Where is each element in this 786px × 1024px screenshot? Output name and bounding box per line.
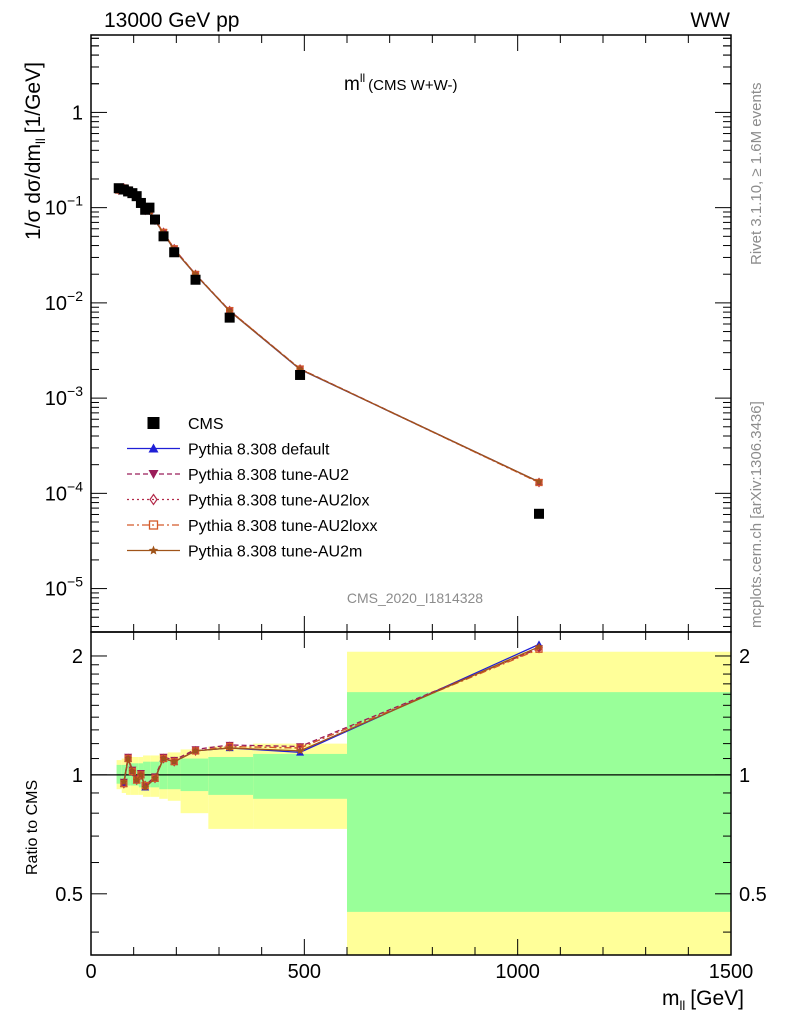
legend-entry: Pythia 8.308 tune-AU2lox [127,493,369,510]
rivet-version-label: Rivet 3.1.10, ≥ 1.6M events [748,83,765,266]
x-axis-title: mll [GeV] [662,987,744,1013]
series-line-3 [118,187,540,484]
ratio-5-point [225,744,234,752]
ratio-5-point [159,754,168,762]
y-tick-label: 10−2 [45,288,83,315]
ratio-5-point [141,783,149,791]
stat-uncertainty-band [253,753,347,799]
ratio-5-point [296,746,304,755]
svg-text:mll[GeV]: mll [GeV] [662,987,744,1013]
mcplots-label: mcplots.cern.ch [arXiv:1306.3436] [748,401,765,628]
y-tick-label: 10−5 [45,574,83,601]
legend-label: Pythia 8.308 tune-AU2m [188,544,362,561]
legend-marker [148,443,159,453]
y-tick-label: 10−3 [45,383,83,410]
ratio-5-point [124,754,132,762]
ratio-panel [91,640,731,791]
ratio-5-point [132,776,141,784]
series-line-2 [118,186,540,483]
legend-label: Pythia 8.308 default [188,442,330,459]
ratio-3-point [226,741,234,752]
y-tick-label: 10−1 [45,193,83,220]
svg-text:mll(CMS W+W-): mll (CMS W+W-) [344,71,457,95]
cms-data-point [135,197,146,208]
cms-data-point [534,508,544,519]
ratio-uncertainty-bands [116,651,731,955]
cms-data-point [113,183,124,194]
legend-label: Pythia 8.308 tune-AU2lox [188,493,369,510]
legend-entry: CMS [147,416,224,433]
legend-entry: Pythia 8.308 tune-AU2 [127,467,349,484]
legend-marker [147,417,160,429]
ratio-tick-label-right: 1 [739,765,750,787]
process-label: WW [690,9,730,32]
y-tick-label: 1 [72,102,83,124]
y-axis-title-main: 1/σ dσ/dmll[1/GeV] [22,62,48,240]
ratio-tick-label-left: 0.5 [55,884,83,906]
legend-marker [148,520,159,530]
axes-ticks: 1 10−1 10−2 10−3 10−4 10−5 2 2 1 1 0.5 0.5 0 500 1000 1… [45,35,767,983]
ratio-5-point [128,767,137,775]
ratio-5-point [137,770,145,779]
legend-marker [149,493,158,506]
ratio-tick-label-left: 1 [72,765,83,787]
legend-label: Pythia 8.308 tune-AU2 [188,467,349,484]
stat-uncertainty-band [347,692,731,912]
ratio-5-point [535,642,543,650]
ratio-5-point [191,746,200,755]
ratio-3-point [141,780,149,791]
ratio-tick-label-left: 2 [72,646,83,668]
ratio-tick-label-right: 2 [739,646,750,668]
cms-data-point [169,247,180,258]
cms-data-point [190,274,201,285]
cms-data-point [224,312,235,323]
ratio-5-point [170,757,178,765]
cms-data-point [131,191,142,202]
cms-data-point [158,231,169,242]
series-line-4 [118,187,540,484]
series-5-point [225,307,234,315]
ratio-panel-frame [90,631,732,956]
series-line-1 [118,187,540,483]
ratio-5-point [120,777,128,786]
legend-label: Pythia 8.308 tune-AU2loxx [188,518,377,535]
main-panel-frame [90,34,732,633]
legend-marker [148,470,159,479]
analysis-id-label: CMS_2020_I1814328 [347,590,483,606]
x-tick-label: 0 [85,961,96,983]
series-line-5 [118,187,540,483]
ratio-tick-label-right: 0.5 [739,884,767,906]
legend: CMS Pythia 8.308 default Pythia 8.308 tune… [127,416,377,561]
main-panel [113,182,544,519]
cms-data-point [144,202,155,213]
legend-label: CMS [188,416,224,433]
legend-entry: Pythia 8.308 default [127,442,330,459]
y-axis-title-ratio: Ratio to CMS [24,780,41,875]
energy-label: 13000 GeV pp [104,9,239,32]
cms-data-point [150,214,160,225]
y-tick-label: 10−4 [45,478,83,505]
x-tick-label: 500 [288,961,321,983]
observable-title: mll (CMS W+W-) [344,71,457,95]
legend-entry: Pythia 8.308 tune-AU2loxx [127,518,377,535]
x-tick-label: 1000 [495,961,540,983]
ratio-5-point [151,774,159,782]
stat-uncertainty-band [208,756,254,795]
svg-text:1/σ dσ/dmll[1/GeV]: 1/σ dσ/dmll[1/GeV] [22,62,48,240]
legend-marker [148,545,159,555]
series-5-point [535,477,543,486]
legend-entry: Pythia 8.308 tune-AU2m [127,544,362,561]
cms-data-point [295,369,306,380]
x-tick-label: 1500 [709,961,754,983]
